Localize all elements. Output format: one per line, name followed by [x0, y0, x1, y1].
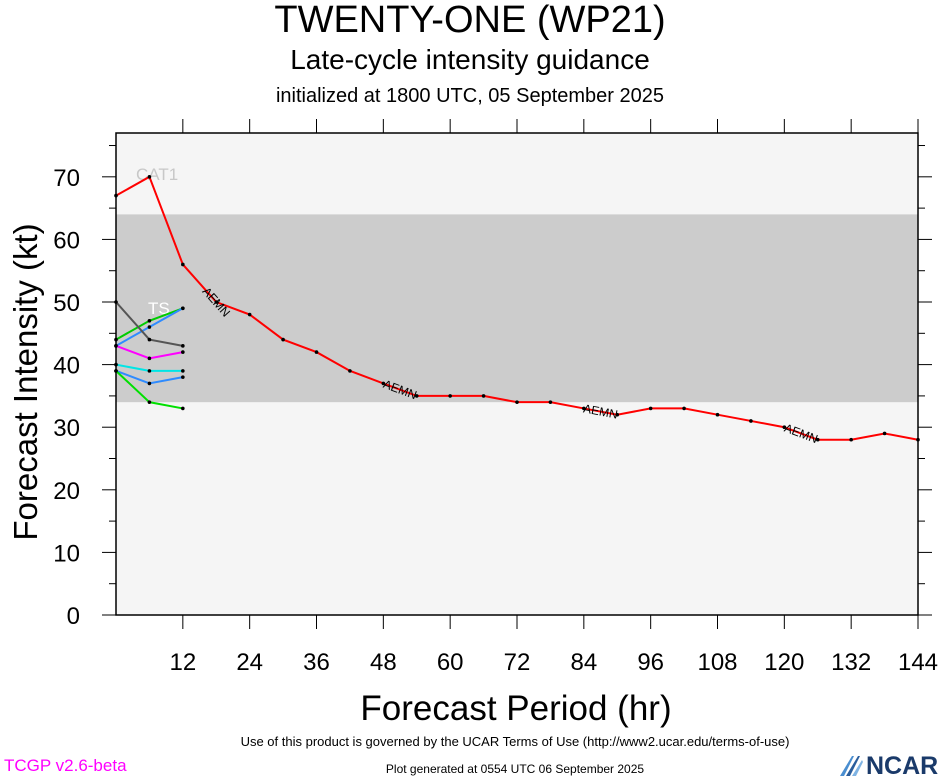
y-tick-label: 20 — [53, 478, 80, 505]
series-point — [247, 312, 252, 317]
series-point — [147, 381, 152, 386]
series-point — [147, 356, 152, 361]
series-point — [147, 337, 152, 342]
series-point — [114, 369, 118, 373]
y-tick-label: 40 — [53, 353, 80, 380]
series-point — [114, 344, 118, 348]
series-point — [114, 362, 118, 367]
generated-time: Plot generated at 0554 UTC 06 September … — [385, 762, 645, 776]
series-point — [314, 350, 319, 354]
x-tick-label: 72 — [504, 649, 531, 676]
series-point — [147, 318, 152, 323]
series-point — [147, 369, 152, 373]
series-point — [582, 406, 586, 411]
series-point — [682, 406, 686, 411]
chart-title: TWENTY-ONE (WP21) — [274, 0, 666, 41]
series-point — [782, 425, 787, 430]
series-point — [181, 262, 185, 267]
y-tick-label: 30 — [53, 415, 80, 442]
series-point — [181, 406, 185, 411]
series-point — [749, 419, 753, 423]
series-point — [882, 431, 887, 436]
ncar-logo-text: NCAR — [866, 752, 939, 780]
y-tick-label: 70 — [53, 165, 80, 192]
series-point — [181, 344, 185, 348]
terms-of-use-text: Use of this product is governed by the U… — [240, 734, 790, 749]
version-label: TCGP v2.6-beta — [4, 756, 127, 775]
series-point — [481, 394, 486, 398]
x-tick-label: 144 — [898, 649, 938, 676]
series-point — [348, 369, 352, 373]
series-label: AEMN — [582, 401, 619, 421]
series-point — [147, 175, 152, 179]
series-point — [548, 400, 553, 404]
ncar-logo: NCAR — [838, 752, 938, 780]
y-tick-label: 10 — [53, 540, 80, 567]
ncar-logo-icon — [840, 756, 863, 776]
x-axis-label: Forecast Period (hr) — [360, 689, 671, 728]
x-tick-label: 24 — [236, 649, 263, 676]
y-tick-label: 0 — [67, 603, 80, 630]
series-point — [648, 406, 653, 411]
series-point — [214, 300, 219, 304]
series-point — [147, 325, 152, 329]
series-point — [448, 394, 452, 398]
x-tick-label: 84 — [570, 649, 597, 676]
series-point — [515, 400, 519, 404]
series-point — [114, 193, 118, 198]
series-point — [181, 306, 185, 311]
x-tick-label: 132 — [831, 649, 871, 676]
series-point — [181, 350, 185, 354]
band-label-ts: TS — [148, 299, 170, 318]
y-tick-label: 50 — [53, 290, 80, 317]
x-tick-label: 48 — [370, 649, 397, 676]
x-tick-label: 96 — [637, 649, 664, 676]
x-tick-label: 120 — [764, 649, 804, 676]
x-tick-label: 60 — [437, 649, 464, 676]
series-point — [381, 381, 386, 386]
series-point — [916, 437, 920, 442]
y-axis-label: Forecast Intensity (kt) — [7, 223, 44, 540]
x-tick-label: 36 — [303, 649, 330, 676]
series-point — [114, 337, 118, 342]
series-point — [281, 337, 285, 342]
series-point — [615, 412, 620, 417]
band-ts — [116, 214, 918, 403]
init-time: initialized at 1800 UTC, 05 September 20… — [275, 85, 664, 107]
y-tick-label: 60 — [53, 227, 80, 254]
x-tick-label: 12 — [169, 649, 196, 676]
series-point — [147, 400, 152, 404]
series-point — [181, 369, 185, 373]
series-point — [181, 375, 185, 379]
series-point — [715, 412, 720, 417]
chart-subtitle: Late-cycle intensity guidance — [290, 44, 650, 75]
x-tick-label: 108 — [697, 649, 737, 676]
series-point — [815, 437, 820, 442]
series-point — [414, 394, 419, 398]
series-point — [849, 437, 853, 442]
series-point — [114, 300, 118, 304]
